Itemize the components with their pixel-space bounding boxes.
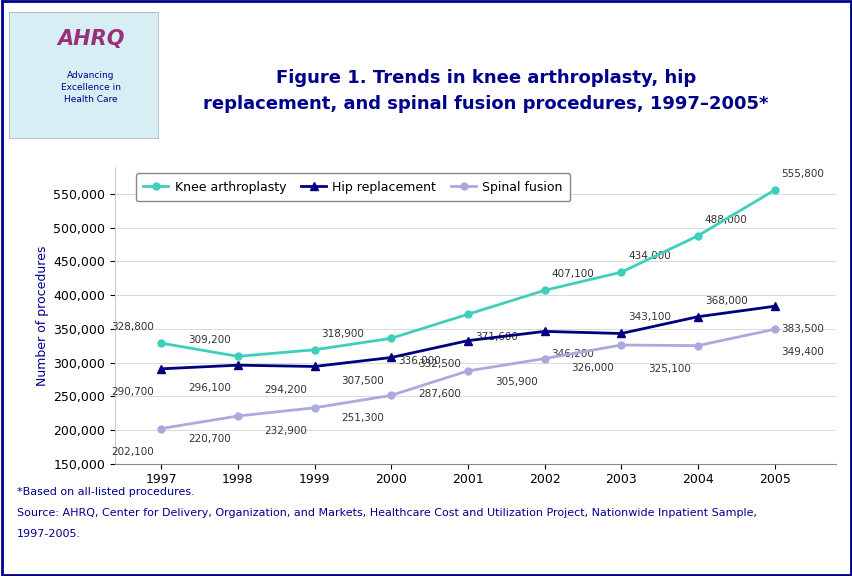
Text: 371,600: 371,600: [475, 332, 517, 342]
Text: 555,800: 555,800: [780, 169, 823, 179]
Text: 290,700: 290,700: [112, 387, 154, 397]
Text: 346,200: 346,200: [551, 350, 594, 359]
Text: replacement, and spinal fusion procedures, 1997–2005*: replacement, and spinal fusion procedure…: [204, 94, 768, 113]
Text: 251,300: 251,300: [341, 414, 383, 423]
Text: 318,900: 318,900: [321, 329, 364, 339]
Text: Source: AHRQ, Center for Delivery, Organization, and Markets, Healthcare Cost an: Source: AHRQ, Center for Delivery, Organ…: [17, 508, 757, 518]
Text: 287,600: 287,600: [417, 389, 460, 399]
Text: 309,200: 309,200: [188, 335, 231, 345]
Text: 202,100: 202,100: [112, 446, 154, 457]
Text: 343,100: 343,100: [627, 312, 671, 323]
Text: 325,100: 325,100: [648, 363, 690, 374]
Text: 332,500: 332,500: [417, 359, 460, 369]
Text: 296,100: 296,100: [187, 383, 231, 393]
Text: 305,900: 305,900: [494, 377, 537, 386]
Text: 349,400: 349,400: [780, 347, 823, 357]
Text: 1997-2005.: 1997-2005.: [17, 529, 81, 539]
Text: Figure 1. Trends in knee arthroplasty, hip: Figure 1. Trends in knee arthroplasty, h…: [276, 69, 695, 87]
Text: 407,100: 407,100: [551, 269, 594, 279]
Legend: Knee arthroplasty, Hip replacement, Spinal fusion: Knee arthroplasty, Hip replacement, Spin…: [135, 173, 570, 201]
Text: *Based on all-listed procedures.: *Based on all-listed procedures.: [17, 487, 194, 497]
Text: 307,500: 307,500: [341, 376, 383, 385]
Text: 368,000: 368,000: [704, 295, 746, 306]
Text: 336,000: 336,000: [398, 357, 440, 366]
Text: 232,900: 232,900: [264, 426, 308, 436]
Text: 434,000: 434,000: [627, 251, 671, 261]
Text: 220,700: 220,700: [188, 434, 231, 444]
Text: 326,000: 326,000: [571, 363, 613, 373]
Text: Advancing
Excellence in
Health Care: Advancing Excellence in Health Care: [60, 71, 120, 104]
Text: AHRQ: AHRQ: [57, 29, 124, 50]
Text: 383,500: 383,500: [780, 324, 823, 334]
Text: 294,200: 294,200: [264, 385, 308, 395]
Text: 328,800: 328,800: [112, 322, 154, 332]
Y-axis label: Number of procedures: Number of procedures: [37, 245, 49, 385]
Text: 488,000: 488,000: [704, 215, 746, 225]
